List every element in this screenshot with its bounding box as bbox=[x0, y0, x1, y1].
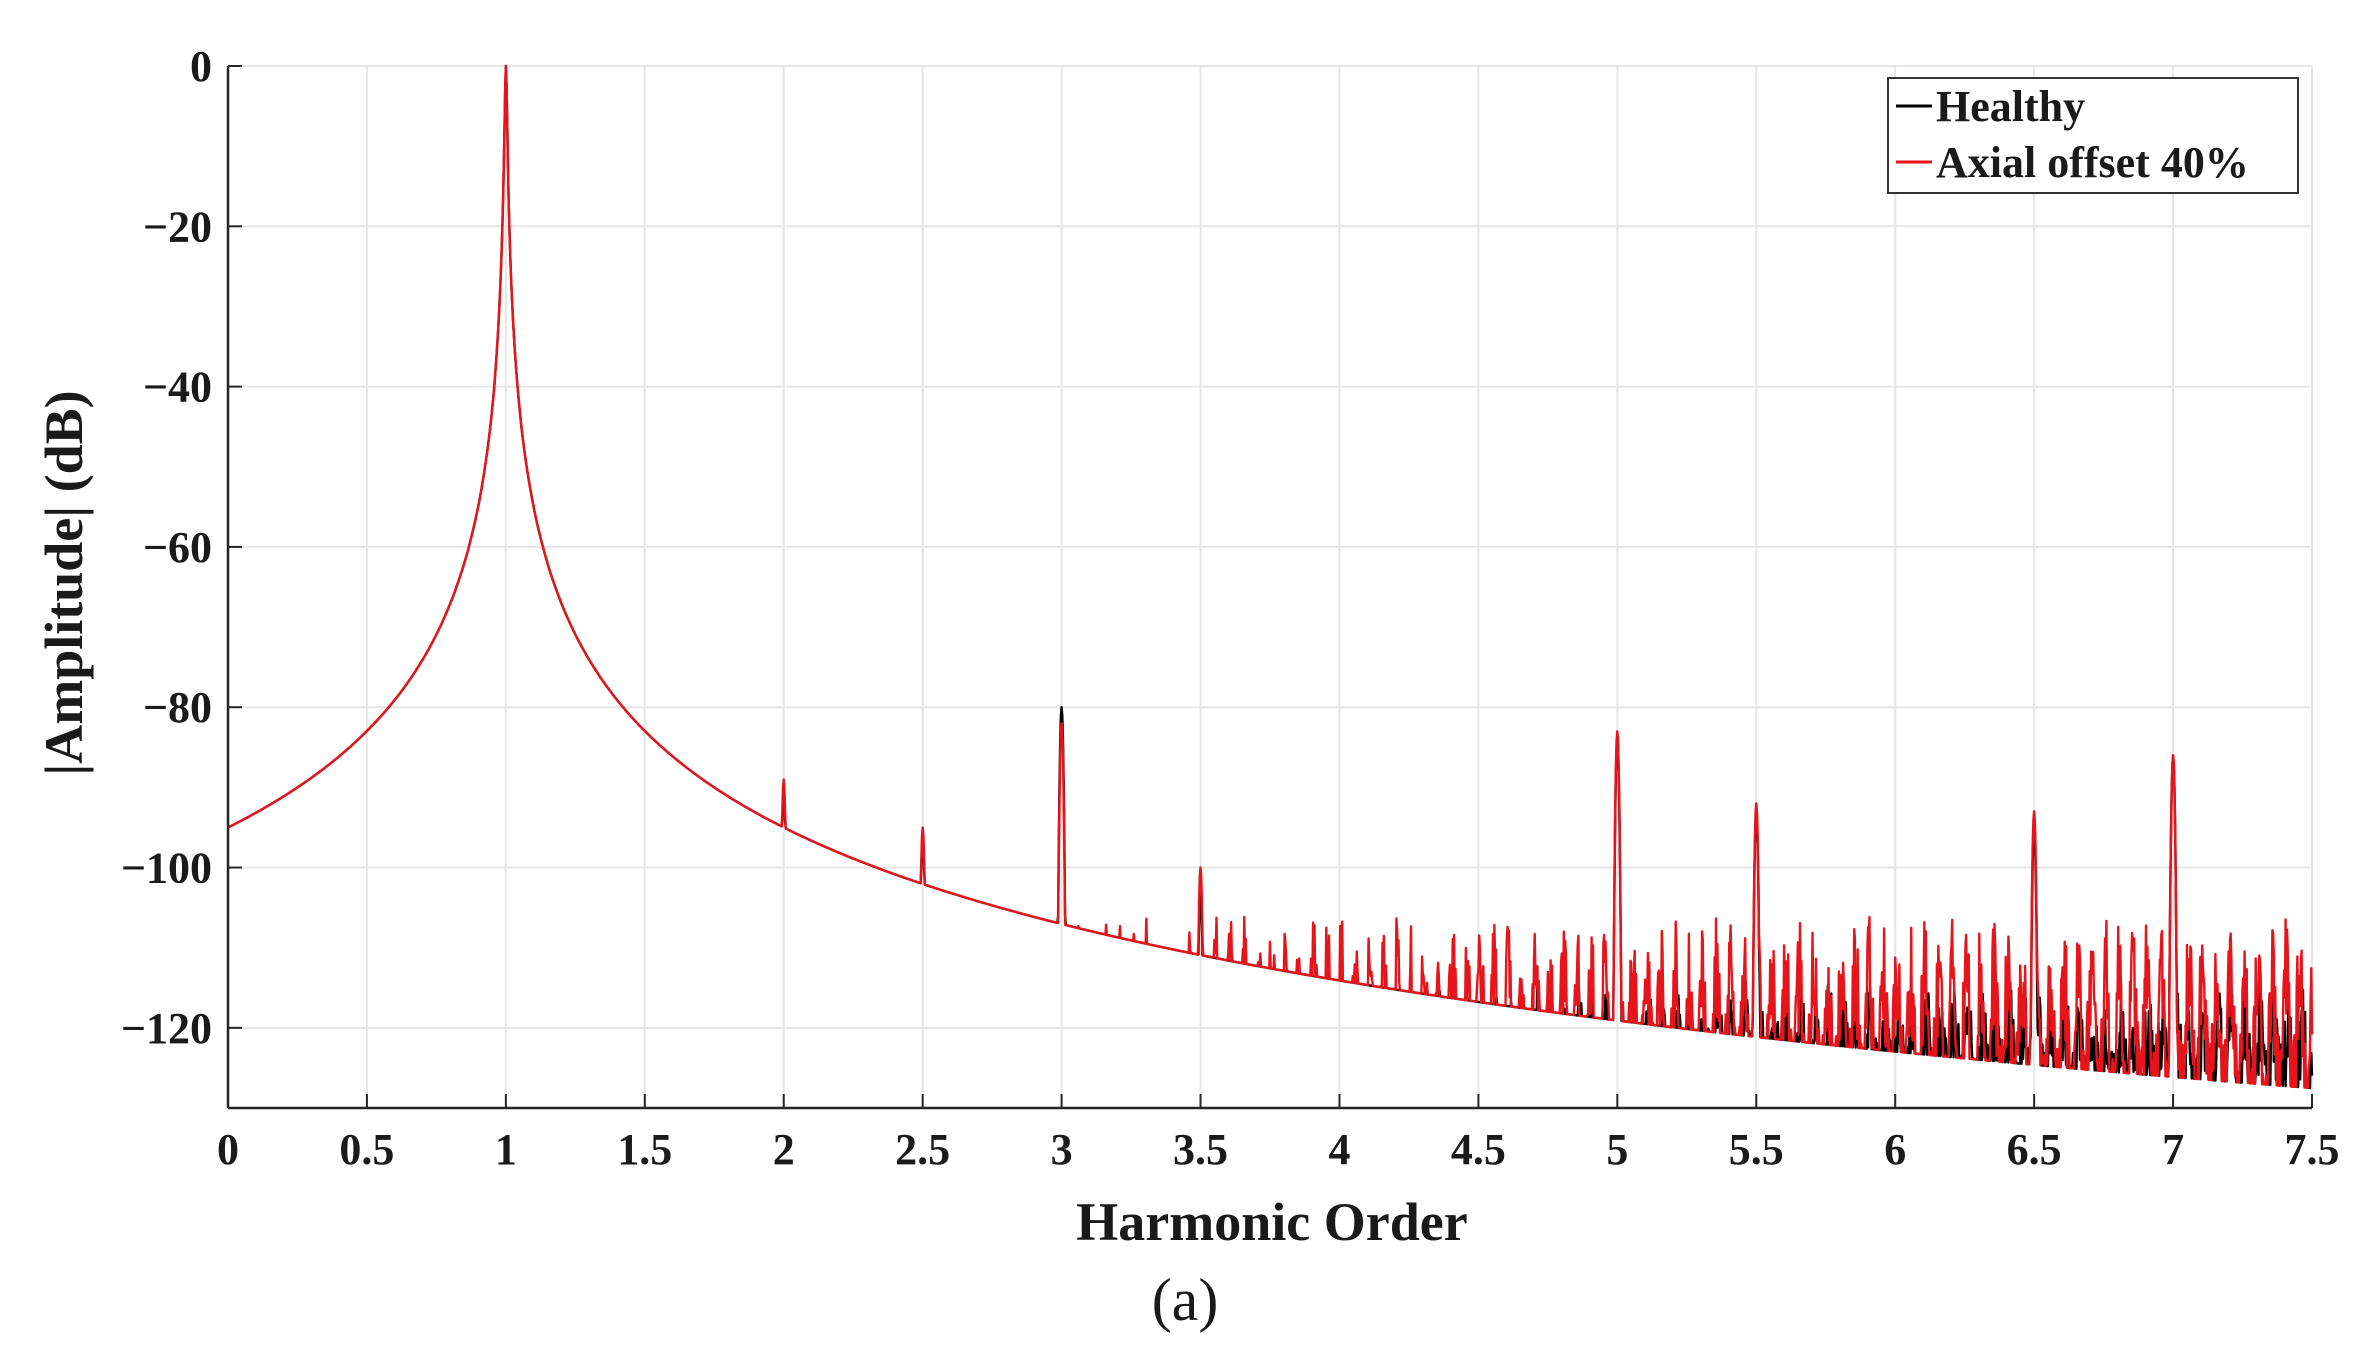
x-tick-label: 2.5 bbox=[895, 1125, 950, 1174]
series-line-axial-offset bbox=[227, 64, 2314, 1089]
legend-label-axial-offset: Axial offset 40% bbox=[1936, 138, 2249, 187]
x-tick-label: 5 bbox=[1606, 1125, 1628, 1174]
x-tick-label: 0.5 bbox=[339, 1125, 394, 1174]
axes-layer: 0 0.5 1 1.5 2 2.5 3 3.5 4 4.5 5 5.5 6 6.5 7 7.5 0 −20 −40 −… bbox=[121, 42, 2340, 1174]
x-tick-label: 1.5 bbox=[617, 1125, 672, 1174]
series-layer bbox=[227, 64, 2314, 1090]
x-tick-label: 4.5 bbox=[1451, 1125, 1506, 1174]
x-axis-label: Harmonic Order bbox=[1076, 1192, 1467, 1252]
y-tick-label: −60 bbox=[143, 523, 212, 572]
legend-label-healthy: Healthy bbox=[1936, 82, 2085, 131]
y-tick-label: 0 bbox=[190, 42, 212, 91]
panel-label: (a) bbox=[1152, 1267, 1219, 1333]
x-tick-label: 3 bbox=[1051, 1125, 1073, 1174]
x-tick-label: 5.5 bbox=[1729, 1125, 1784, 1174]
y-tick-label: −120 bbox=[121, 1004, 212, 1053]
x-tick-label: 0 bbox=[217, 1125, 239, 1174]
y-axis-label: |Amplitude| (dB) bbox=[34, 390, 94, 775]
plot-area bbox=[228, 66, 2312, 1108]
y-tick-label: −80 bbox=[143, 683, 212, 732]
y-tick-label: −40 bbox=[143, 363, 212, 412]
y-tick-label: −100 bbox=[121, 844, 212, 893]
grid-layer bbox=[227, 65, 2313, 1108]
x-tick-label: 3.5 bbox=[1173, 1125, 1228, 1174]
x-tick-label: 6.5 bbox=[2007, 1125, 2062, 1174]
legend-box bbox=[1887, 77, 2299, 194]
x-tick-label: 2 bbox=[773, 1125, 795, 1174]
y-tick-label: −20 bbox=[143, 202, 212, 251]
x-tick-label: 7 bbox=[2162, 1125, 2184, 1174]
x-tick-label: 1 bbox=[495, 1125, 517, 1174]
x-tick-label: 4 bbox=[1328, 1125, 1350, 1174]
legend: Healthy Axial offset 40% bbox=[1887, 77, 2299, 194]
x-tick-label: 7.5 bbox=[2285, 1125, 2340, 1174]
x-tick-label: 6 bbox=[1884, 1125, 1906, 1174]
